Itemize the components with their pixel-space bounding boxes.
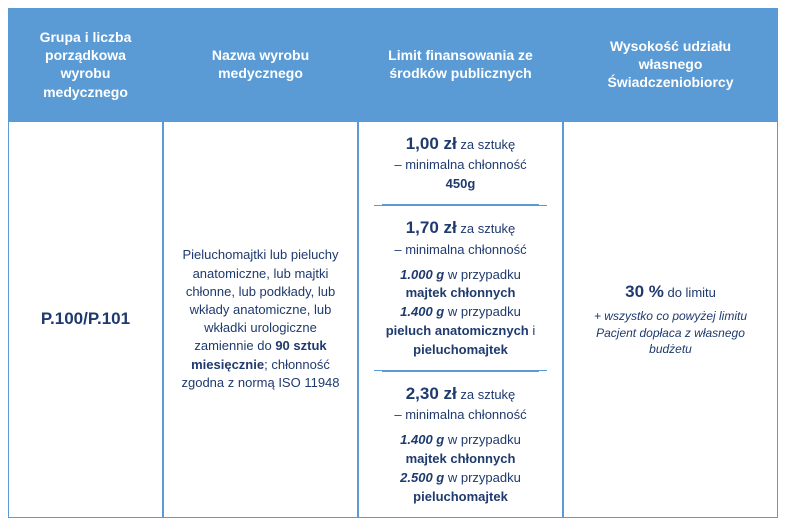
cell-limits: 1,00 zł za sztukę – minimalna chłonność … [358, 121, 563, 518]
limit3-l1-amount: 1.400 g [400, 432, 444, 447]
reimbursement-table: Grupa i liczba porządkowa wyrobu medyczn… [8, 8, 778, 518]
limit2-l1-amount: 1.000 g [400, 267, 444, 282]
limit2-l3-amount: 1.400 g [400, 304, 444, 319]
limit1-min-label: – minimalna chłonność [394, 156, 526, 175]
share-percent: 30 % [625, 282, 664, 301]
limit3-l1-text: w przypadku [444, 432, 521, 447]
limit2-l3-text: w przypadku [444, 304, 521, 319]
limit3-price: 2,30 zł [406, 384, 457, 403]
header-col3: Limit finansowania ze środków publicznyc… [358, 8, 563, 121]
cell-product-name: Pieluchomajtki lub pieluchy anatomiczne,… [163, 121, 358, 518]
limit3-per: za sztukę [457, 387, 516, 402]
header-col1: Grupa i liczba porządkowa wyrobu medyczn… [8, 8, 163, 121]
limit1-per: za sztukę [457, 137, 516, 152]
limit2-price: 1,70 zł [406, 218, 457, 237]
header-col2: Nazwa wyrobu medycznego [163, 8, 358, 121]
header-col4: Wysokość udziału własnego Świadczeniobio… [563, 8, 778, 121]
limit2-min-label: – minimalna chłonność [386, 241, 536, 260]
limit2-l4-mid: i [529, 323, 536, 338]
limit1-amount: 450g [394, 175, 526, 194]
share-post: do limitu [664, 285, 716, 300]
limit3-l2: majtek chłonnych [394, 450, 526, 469]
table-header-row: Grupa i liczba porządkowa wyrobu medyczn… [8, 8, 778, 121]
limit3-l4: pieluchomajtek [394, 488, 526, 507]
cell-group-code: P.100/P.101 [8, 121, 163, 518]
limit2-l2: majtek chłonnych [386, 284, 536, 303]
limit2-l1-text: w przypadku [444, 267, 521, 282]
limit-tier-2: 1,70 zł za sztukę – minimalna chłonność … [374, 205, 548, 371]
limit2-l5: pieluchomajtek [386, 341, 536, 360]
limit-tier-3: 2,30 zł za sztukę – minimalna chłonność … [382, 371, 538, 517]
cell-patient-share: 30 % do limitu + wszystko co powyżej lim… [563, 121, 778, 518]
limit1-price: 1,00 zł [406, 134, 457, 153]
share-note: + wszystko co powyżej limitu Pacjent dop… [574, 308, 767, 358]
limit3-l3-amount: 2.500 g [400, 470, 444, 485]
limit3-l3-text: w przypadku [444, 470, 521, 485]
limit2-per: za sztukę [457, 221, 516, 236]
limit3-min-label: – minimalna chłonność [394, 406, 526, 425]
limit-tier-1: 1,00 zł za sztukę – minimalna chłonność … [382, 122, 538, 205]
table-body-row: P.100/P.101 Pieluchomajtki lub pieluchy … [8, 121, 778, 518]
limit2-l4-pre: pieluch anatomicznych [386, 323, 529, 338]
